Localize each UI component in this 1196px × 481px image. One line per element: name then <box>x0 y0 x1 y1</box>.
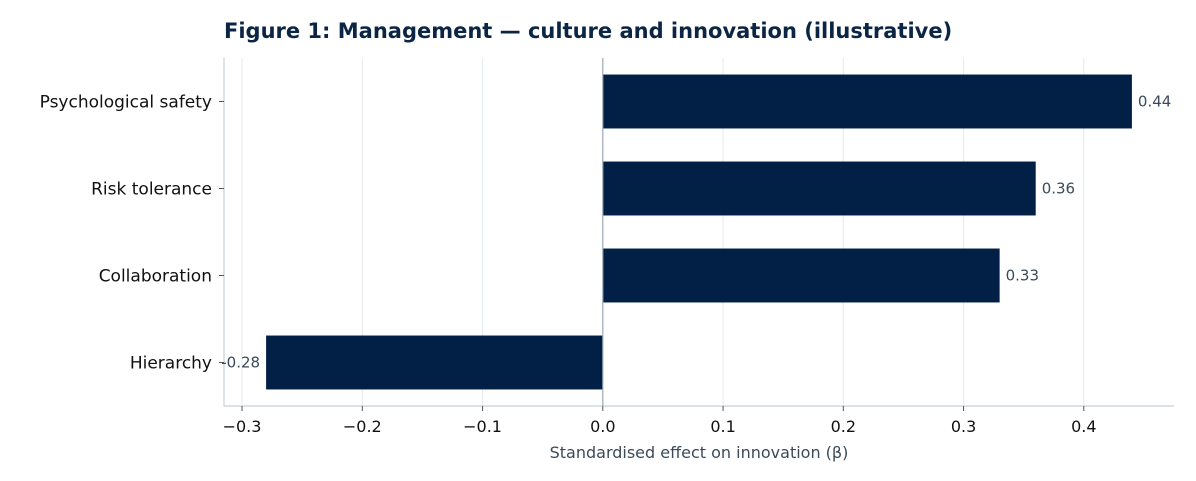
value-label: 0.36 <box>1042 180 1075 198</box>
value-label: 0.33 <box>1006 267 1039 285</box>
bars <box>266 74 1132 390</box>
axes <box>219 58 1174 411</box>
bar <box>266 335 603 390</box>
category-label: Psychological safety <box>40 93 212 113</box>
value-label: 0.44 <box>1138 93 1171 111</box>
bar <box>602 74 1132 129</box>
x-tick-label: −0.3 <box>223 417 262 436</box>
x-axis-title: Standardised effect on innovation (β) <box>550 443 849 462</box>
chart-title: Figure 1: Management — culture and innov… <box>224 19 952 43</box>
x-tick-label: 0.3 <box>951 417 976 436</box>
bar <box>602 248 1000 303</box>
x-tick-label: 0.0 <box>590 417 615 436</box>
x-tick-label: 0.2 <box>831 417 856 436</box>
x-tick-label: −0.1 <box>463 417 502 436</box>
category-label: Risk tolerance <box>91 180 212 200</box>
value-label: -0.28 <box>221 354 260 372</box>
x-tick-label: 0.1 <box>710 417 735 436</box>
labels: −0.3 −0.2 −0.1 0.0 0.1 0.2 0.3 0.4 Psychological… <box>40 58 1171 436</box>
x-tick-label: 0.4 <box>1071 417 1096 436</box>
bar <box>602 161 1036 216</box>
x-tick-label: −0.2 <box>343 417 382 436</box>
category-label: Collaboration <box>99 267 212 287</box>
category-label: Hierarchy <box>130 354 212 374</box>
